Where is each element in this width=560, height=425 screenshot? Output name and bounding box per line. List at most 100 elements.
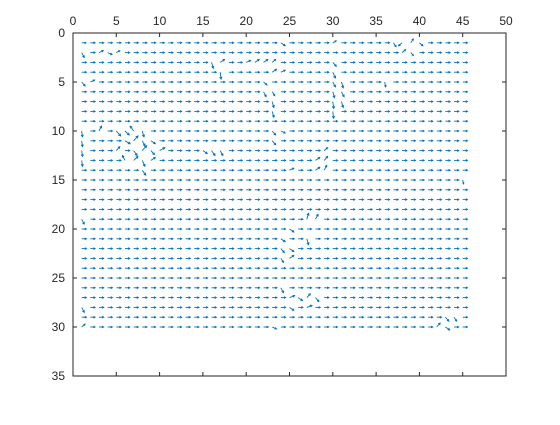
quiver-arrow <box>332 227 339 231</box>
quiver-arrow <box>271 326 278 330</box>
quiver-arrow <box>384 51 391 54</box>
quiver-arrow <box>90 296 97 299</box>
quiver-arrow <box>159 110 166 113</box>
quiver-arrow <box>350 217 356 221</box>
quiver-arrow <box>246 208 252 211</box>
quiver-arrow <box>393 315 400 319</box>
quiver-arrow <box>142 286 148 290</box>
quiver-arrow <box>410 100 417 103</box>
quiver-arrow <box>237 217 244 221</box>
quiver-arrow <box>410 257 417 260</box>
quiver-arrow <box>341 178 348 182</box>
quiver-arrow <box>393 208 400 211</box>
quiver-arrow <box>254 159 261 162</box>
quiver-arrow <box>462 159 469 162</box>
quiver-arrow <box>410 52 414 57</box>
quiver-arrow <box>419 266 426 270</box>
quiver-arrow <box>350 70 356 74</box>
quiver-arrow <box>202 266 209 270</box>
quiver-arrow <box>272 208 278 211</box>
quiver-arrow <box>185 247 192 250</box>
quiver-arrow <box>220 100 226 103</box>
quiver-arrow <box>124 276 131 280</box>
quiver-arrow <box>402 237 408 241</box>
quiver-arrow <box>159 286 166 290</box>
quiver-arrow <box>306 266 313 270</box>
quiver-arrow <box>81 119 88 123</box>
quiver-arrow <box>445 237 452 241</box>
quiver-arrow <box>168 119 174 123</box>
quiver-arrow <box>393 227 400 231</box>
quiver-arrow <box>436 110 443 113</box>
quiver-arrow <box>263 276 270 280</box>
quiver-arrow <box>202 139 209 143</box>
quiver-arrow <box>419 315 426 319</box>
quiver-arrow <box>107 188 114 192</box>
quiver-arrow <box>168 325 174 329</box>
quiver-arrow <box>315 276 322 280</box>
quiver-arrow <box>324 139 330 143</box>
quiver-arrow <box>220 90 226 94</box>
quiver-arrow <box>436 61 443 64</box>
quiver-arrow <box>211 325 218 329</box>
quiver-arrow <box>142 315 148 319</box>
quiver-arrow <box>176 315 183 319</box>
quiver-arrow <box>350 159 356 162</box>
quiver-arrow <box>332 315 339 319</box>
quiver-arrow <box>367 257 374 260</box>
quiver-arrow <box>324 70 330 74</box>
quiver-arrow <box>289 294 296 299</box>
quiver-arrow <box>98 90 105 94</box>
quiver-arrow <box>98 168 105 172</box>
quiver-arrow <box>358 168 365 172</box>
quiver-arrow <box>402 325 408 329</box>
quiver-arrow <box>306 80 313 84</box>
quiver-arrow <box>150 70 157 74</box>
quiver-arrow <box>428 208 434 211</box>
quiver-arrow <box>81 198 88 201</box>
quiver-arrow <box>436 119 443 123</box>
quiver-arrow <box>202 90 209 94</box>
quiver-arrow <box>332 247 339 250</box>
quiver-arrow <box>81 323 86 328</box>
quiver-arrow <box>150 247 157 250</box>
quiver-arrow <box>211 41 218 45</box>
quiver-arrow <box>116 247 122 250</box>
quiver-arrow <box>237 247 244 250</box>
quiver-arrow <box>350 41 356 45</box>
quiver-arrow <box>254 178 261 182</box>
quiver-arrow <box>298 159 304 162</box>
quiver-arrow <box>402 159 408 162</box>
quiver-arrow <box>298 129 304 133</box>
quiver-arrow <box>324 198 330 201</box>
quiver-arrow <box>254 315 261 319</box>
quiver-arrow <box>419 237 426 241</box>
quiver-arrow <box>254 110 261 113</box>
quiver-arrow <box>202 70 209 74</box>
quiver-arrow <box>90 178 97 182</box>
quiver-arrow <box>436 51 443 54</box>
quiver-arrow <box>159 147 166 151</box>
quiver-arrow <box>280 306 287 309</box>
quiver-arrow <box>323 164 328 171</box>
quiver-arrow <box>376 227 382 231</box>
quiver-arrow <box>384 315 391 319</box>
quiver-arrow <box>90 208 97 211</box>
quiver-arrow <box>185 129 192 133</box>
quiver-arrow <box>246 325 252 329</box>
quiver-arrow <box>254 296 261 299</box>
quiver-arrow <box>168 149 174 152</box>
quiver-arrow <box>263 266 270 270</box>
quiver-arrow <box>202 286 209 290</box>
quiver-arrow <box>436 178 443 182</box>
quiver-arrow <box>246 315 252 319</box>
quiver-arrow <box>410 38 414 44</box>
quiver-arrow <box>254 237 261 241</box>
quiver-arrow <box>462 306 469 309</box>
quiver-arrow <box>185 100 192 103</box>
quiver-arrow <box>350 188 356 192</box>
quiver-arrow <box>462 41 469 45</box>
quiver-arrow <box>220 188 226 192</box>
quiver-arrow <box>324 90 330 94</box>
quiver-arrow <box>358 247 365 250</box>
